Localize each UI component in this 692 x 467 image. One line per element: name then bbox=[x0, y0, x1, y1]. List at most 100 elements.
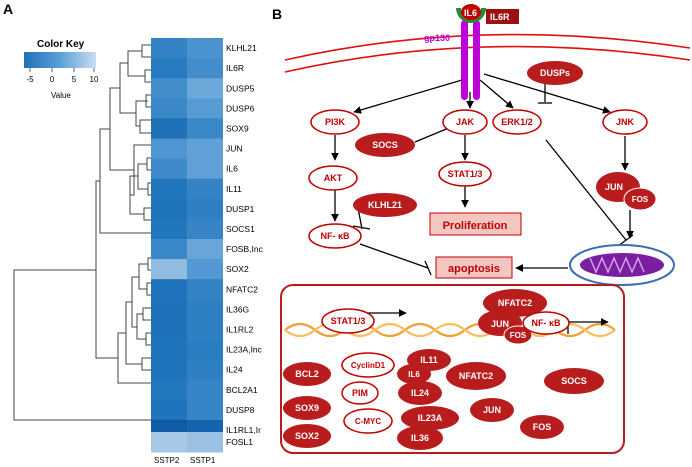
heatmap-cell bbox=[151, 218, 187, 240]
il6-ligand-label: IL6 bbox=[464, 8, 477, 18]
heatmap-cell bbox=[187, 299, 223, 320]
color-key-tick-label: -5 bbox=[26, 75, 34, 84]
gene-cyclind: CyclinD1 bbox=[351, 361, 386, 370]
heatmap-cell bbox=[151, 259, 187, 280]
gp130-receptor: gp130 bbox=[424, 20, 480, 100]
color-key-tick-label: 10 bbox=[90, 75, 99, 84]
heatmap-cell bbox=[187, 399, 223, 421]
heatmap-row-label: DUSP1 bbox=[226, 204, 255, 214]
heatmap-row-label: FOSB,Inc bbox=[226, 244, 264, 254]
node-dusps: DUSPs bbox=[540, 68, 570, 78]
gene-socs: SOCS bbox=[561, 376, 587, 386]
node-jak: JAK bbox=[456, 117, 475, 127]
heatmap-row-label: IL6R bbox=[226, 63, 244, 73]
heatmap-cell bbox=[151, 198, 187, 220]
heatmap-row-label: IL23A,Inc bbox=[226, 345, 263, 355]
heatmap-cell bbox=[187, 279, 223, 300]
node-jnk: JNK bbox=[616, 117, 635, 127]
tf-nfatc2: NFATC2 bbox=[498, 298, 532, 308]
column-label-sstp2: SSTP2 bbox=[154, 456, 180, 465]
gene-il36: IL36 bbox=[411, 433, 429, 443]
heatmap-cell bbox=[151, 319, 187, 340]
heatmap-row-label: DUSP6 bbox=[226, 103, 255, 113]
heatmap-cell bbox=[151, 78, 187, 99]
heatmap-row-label: NFATC2 bbox=[226, 284, 258, 294]
heatmap-cell bbox=[151, 339, 187, 361]
heatmap-cell bbox=[187, 78, 223, 99]
heatmap-cell bbox=[187, 178, 223, 200]
heatmap-cell bbox=[187, 138, 223, 160]
heatmap-row-label: JUN bbox=[226, 144, 243, 154]
node-pi3k: PI3K bbox=[325, 117, 346, 127]
heatmap-row-label: SOX9 bbox=[226, 123, 249, 133]
target-genes: BCL2 CyclinD1 IL11 IL6 NFATC2 SOCS PIM I… bbox=[283, 349, 604, 450]
heatmap-row-label: IL36G bbox=[226, 304, 249, 314]
heatmap-cell bbox=[187, 239, 223, 260]
panel-a-label: A bbox=[3, 1, 13, 17]
gene-sox2: SOX2 bbox=[295, 431, 319, 441]
heatmap-cell bbox=[151, 158, 187, 180]
row-dendrogram bbox=[13, 44, 151, 421]
column-label-sstp1: SSTP1 bbox=[190, 456, 216, 465]
heatmap-row-label: DUSP8 bbox=[226, 405, 255, 415]
gene-il23a: IL23A bbox=[418, 413, 443, 423]
cytoplasm-nodes: DUSPs PI3K JAK ERK1/2 JNK SOCS AKT STAT1… bbox=[308, 61, 657, 249]
heatmap-cell bbox=[151, 58, 187, 79]
color-key: Color Key -5 0 5 10 Value bbox=[24, 39, 99, 100]
heatmap-row-label: KLHL21 bbox=[226, 43, 257, 53]
color-key-bar bbox=[24, 52, 96, 68]
heatmap-cell bbox=[187, 38, 223, 59]
heatmap-row-label: DUSP5 bbox=[226, 83, 255, 93]
color-key-axis-label: Value bbox=[51, 91, 71, 100]
heatmap-row-label: IL6 bbox=[226, 164, 238, 174]
heatmap-row-label: IL1RL1,Ir bbox=[226, 425, 261, 435]
gp130-label: gp130 bbox=[424, 33, 450, 43]
node-stat: STAT1/3 bbox=[448, 169, 483, 179]
tf-stat: STAT1/3 bbox=[331, 316, 366, 326]
il6r-box: IL6R bbox=[486, 9, 519, 24]
heatmap-cell bbox=[187, 98, 223, 119]
heatmap-cell bbox=[151, 118, 187, 139]
heatmap-cell bbox=[187, 359, 223, 381]
node-erk: ERK1/2 bbox=[501, 117, 533, 127]
heatmap-cell bbox=[151, 279, 187, 300]
node-fos: FOS bbox=[632, 195, 649, 204]
heatmap-row-label: FOSL1 bbox=[226, 437, 253, 447]
il6-ligand: IL6 bbox=[456, 4, 486, 23]
heatmap-cell bbox=[151, 98, 187, 119]
heatmap-cell bbox=[187, 259, 223, 280]
heatmap-cell bbox=[151, 178, 187, 200]
node-jun: JUN bbox=[605, 182, 623, 192]
heatmap-cell bbox=[151, 379, 187, 401]
node-klhl21: KLHL21 bbox=[368, 200, 402, 210]
color-key-tick-label: 5 bbox=[72, 75, 77, 84]
gene-cmyc: C-MYC bbox=[355, 417, 381, 426]
heatmap-cell bbox=[187, 58, 223, 79]
heatmap-row-label: IL1RL2 bbox=[226, 324, 254, 334]
heatmap-row-label: IL11 bbox=[226, 184, 242, 194]
heatmap-cell bbox=[187, 339, 223, 361]
heatmap-cell bbox=[187, 379, 223, 401]
color-key-ticks: -5 0 5 10 bbox=[26, 68, 99, 84]
heatmap-cell bbox=[151, 299, 187, 320]
gene-sox9: SOX9 bbox=[295, 403, 319, 413]
gene-jun: JUN bbox=[483, 405, 501, 415]
panel-b-label: B bbox=[272, 6, 282, 22]
heatmap-row-label: IL24 bbox=[226, 365, 243, 375]
color-key-title: Color Key bbox=[37, 39, 85, 50]
heatmap-cell bbox=[151, 359, 187, 381]
mitochondrion bbox=[569, 244, 675, 286]
gene-pim: PIM bbox=[352, 388, 368, 398]
apoptosis-label: apoptosis bbox=[448, 263, 500, 275]
gene-il6: IL6 bbox=[408, 370, 420, 379]
color-key-tick-label: 0 bbox=[50, 75, 55, 84]
heatmap-cell bbox=[187, 158, 223, 180]
heatmap-cell bbox=[187, 319, 223, 340]
il6r-label: IL6R bbox=[490, 12, 510, 22]
heatmap-cell bbox=[151, 432, 187, 453]
tf-nfkb: NF- κB bbox=[531, 318, 561, 328]
heatmap-row-label: BCL2A1 bbox=[226, 385, 258, 395]
tf-fos: FOS bbox=[510, 331, 527, 340]
gene-il24: IL24 bbox=[411, 388, 429, 398]
